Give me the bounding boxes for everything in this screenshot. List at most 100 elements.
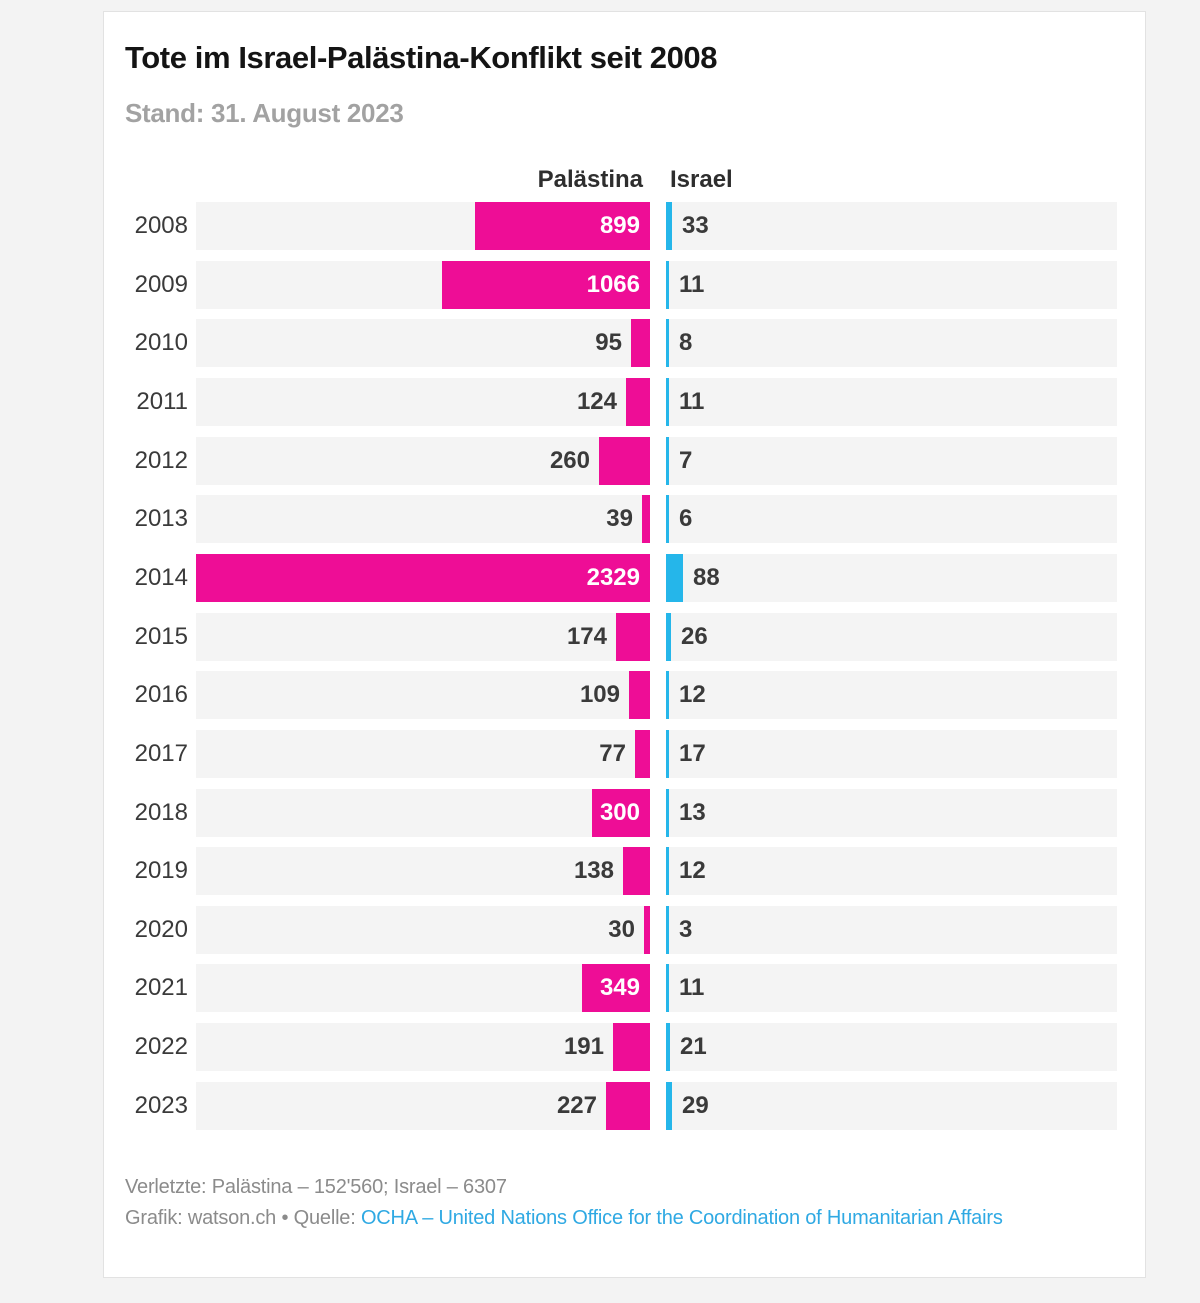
palestina-value: 2329 (586, 564, 640, 591)
palestina-track: 39 (196, 495, 650, 543)
chart-row-2014: 2014 2329 88 (104, 554, 1117, 602)
israel-value: 33 (682, 212, 709, 239)
chart-footer: Verletzte: Palästina – 152'560; Israel –… (125, 1172, 1100, 1234)
palestina-bar (599, 437, 650, 485)
israel-bar (666, 378, 669, 426)
israel-value: 7 (679, 447, 693, 474)
palestina-value: 174 (566, 623, 607, 650)
palestina-bar: 349 (582, 964, 650, 1012)
israel-value: 12 (679, 857, 706, 884)
israel-bar (666, 1082, 672, 1130)
israel-bar (666, 495, 669, 543)
palestina-track: 191 (196, 1023, 650, 1071)
israel-value: 17 (679, 740, 706, 767)
palestina-track: 300 (196, 789, 650, 837)
israel-value: 6 (679, 505, 693, 532)
year-label: 2023 (134, 1092, 188, 1119)
chart-card: Tote im Israel-Palästina-Konflikt seit 2… (103, 11, 1146, 1278)
year-label: 2009 (134, 271, 188, 298)
chart-row-2023: 2023 227 29 (104, 1082, 1117, 1130)
palestina-track: 109 (196, 671, 650, 719)
israel-bar (666, 730, 669, 778)
chart-row-2021: 2021 349 11 (104, 964, 1117, 1012)
chart-row-2018: 2018 300 13 (104, 789, 1117, 837)
palestina-track: 2329 (196, 554, 650, 602)
israel-track: 13 (666, 789, 1117, 837)
israel-bar (666, 554, 683, 602)
israel-bar (666, 906, 669, 954)
chart-row-2012: 2012 260 7 (104, 437, 1117, 485)
palestina-value: 227 (556, 1092, 597, 1119)
palestina-bar (631, 319, 650, 367)
israel-bar (666, 202, 672, 250)
chart-rows: 2008 899 33 2009 1066 11 2010 95 8 2011 124 11 2012 2… (104, 202, 1145, 1132)
israel-bar (666, 964, 669, 1012)
israel-track: 12 (666, 847, 1117, 895)
israel-value: 8 (679, 329, 693, 356)
year-label: 2021 (134, 974, 188, 1001)
palestina-value: 191 (563, 1033, 604, 1060)
year-label: 2019 (134, 857, 188, 884)
palestina-track: 174 (196, 613, 650, 661)
year-label: 2017 (134, 740, 188, 767)
israel-value: 21 (680, 1033, 707, 1060)
israel-value: 11 (679, 974, 705, 1001)
palestina-value: 77 (599, 740, 626, 767)
palestina-track: 30 (196, 906, 650, 954)
israel-track: 6 (666, 495, 1117, 543)
year-label: 2015 (134, 623, 188, 650)
year-label: 2008 (134, 212, 188, 239)
palestina-bar: 2329 (196, 554, 650, 602)
israel-value: 12 (679, 681, 706, 708)
chart-subtitle: Stand: 31. August 2023 (125, 98, 404, 128)
israel-track: 11 (666, 261, 1117, 309)
palestina-bar: 899 (475, 202, 650, 250)
palestina-bar (626, 378, 650, 426)
year-label: 2018 (134, 799, 188, 826)
israel-track: 21 (666, 1023, 1117, 1071)
israel-track: 7 (666, 437, 1117, 485)
year-label: 2014 (134, 564, 188, 591)
israel-bar (666, 1023, 670, 1071)
chart-row-2013: 2013 39 6 (104, 495, 1117, 543)
israel-value: 11 (679, 271, 705, 298)
palestina-value: 1066 (586, 271, 640, 298)
palestina-bar (644, 906, 650, 954)
source-link[interactable]: OCHA – United Nations Office for the Coo… (360, 1207, 1003, 1229)
palestina-value: 124 (576, 388, 617, 415)
israel-track: 3 (666, 906, 1117, 954)
palestina-track: 124 (196, 378, 650, 426)
year-label: 2022 (134, 1033, 188, 1060)
israel-track: 88 (666, 554, 1117, 602)
israel-bar (666, 847, 669, 895)
israel-bar (666, 319, 669, 367)
palestina-value: 95 (595, 329, 622, 356)
palestina-track: 1066 (196, 261, 650, 309)
israel-track: 12 (666, 671, 1117, 719)
year-label: 2011 (136, 388, 188, 415)
chart-row-2011: 2011 124 11 (104, 378, 1117, 426)
palestina-bar (635, 730, 650, 778)
israel-value: 3 (679, 916, 693, 943)
chart-row-2016: 2016 109 12 (104, 671, 1117, 719)
palestina-bar (629, 671, 650, 719)
israel-bar (666, 671, 669, 719)
palestina-track: 95 (196, 319, 650, 367)
chart-title: Tote im Israel-Palästina-Konflikt seit 2… (125, 40, 718, 75)
credit-prefix: Grafik: watson.ch • Quelle: (125, 1207, 361, 1229)
palestina-track: 138 (196, 847, 650, 895)
palestina-track: 77 (196, 730, 650, 778)
israel-track: 11 (666, 378, 1117, 426)
year-label: 2016 (134, 681, 188, 708)
palestina-value: 30 (608, 916, 635, 943)
chart-row-2008: 2008 899 33 (104, 202, 1117, 250)
palestina-value: 349 (599, 974, 640, 1001)
palestina-bar (613, 1023, 650, 1071)
year-label: 2013 (134, 505, 188, 532)
israel-track: 11 (666, 964, 1117, 1012)
chart-row-2015: 2015 174 26 (104, 613, 1117, 661)
palestina-value: 138 (573, 857, 614, 884)
israel-value: 26 (681, 623, 708, 650)
israel-value: 13 (679, 799, 706, 826)
